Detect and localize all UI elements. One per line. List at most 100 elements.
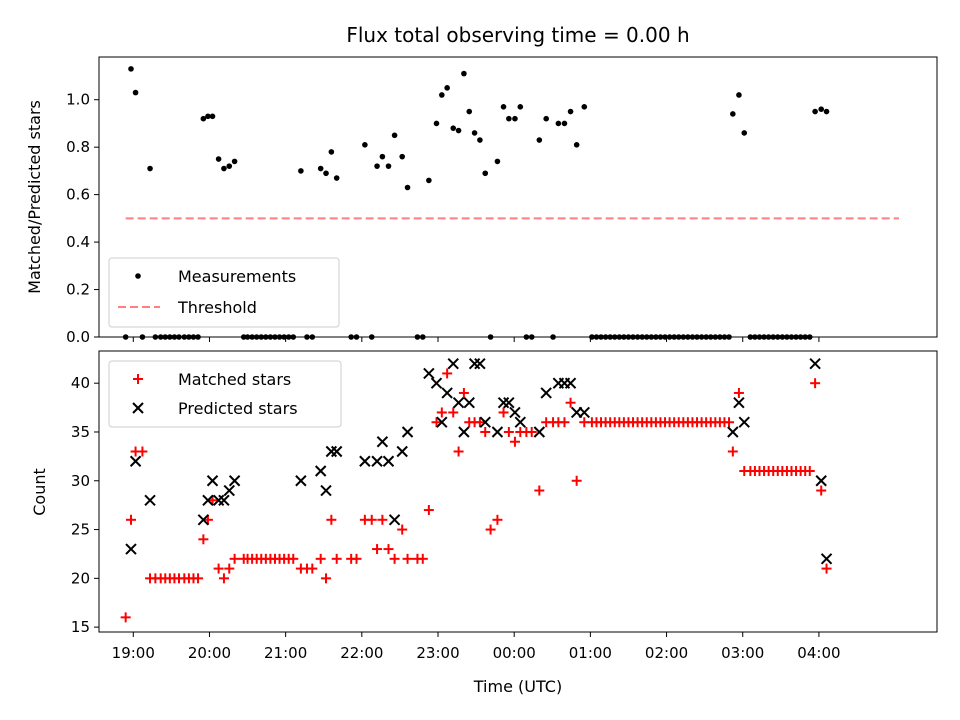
measurement-point [128,66,134,72]
measurement-point [555,120,562,127]
measurement-point [494,158,501,165]
measurement-point [517,104,524,110]
measurement-point [536,137,543,143]
measurement-point [209,113,216,120]
matched-point [389,553,400,564]
matched-point [534,485,545,496]
predicted-point [479,416,491,428]
x-axis-label: Time (UTC) [473,677,562,696]
measurement-point [506,115,512,122]
matched-point [458,387,469,398]
matched-point [288,553,299,564]
bottom-y-tick-label: 40 [71,374,90,392]
measurement-point [215,156,222,162]
matched-point [453,446,464,457]
top-panel: 0.0 0.2 0.4 0.6 0.8 1.0 Matched/Predicted sta… [25,56,938,346]
measurement-point [471,130,478,136]
legend-matched-marker [133,374,143,384]
matched-point [431,417,442,428]
predicted-point [727,426,739,438]
top-plot-area [122,66,899,340]
matched-point [474,417,485,428]
bottom-y-axis: 15 20 25 30 35 40 [71,374,99,636]
predicted-point [815,475,827,487]
measurement-point [477,137,483,143]
measurement-point [823,108,830,115]
matched-point [804,466,815,477]
legend-predicted-marker [132,402,144,414]
measurement-point [385,163,392,169]
top-y-tick-label: 0.0 [66,328,90,346]
matched-point [366,514,377,525]
top-y-tick-label: 0.8 [66,138,90,156]
predicted-point [202,494,214,506]
predicted-point [436,416,448,428]
measurement-point [444,85,450,91]
matched-point [492,514,503,525]
legend-matched-label: Matched stars [178,370,291,389]
predicted-point [452,397,465,409]
x-tick-label: 02:00 [645,644,688,662]
predicted-point [809,357,821,370]
bottom-legend: Matched stars Predicted stars [108,360,342,428]
chart-title: Flux total observing time = 0.00 h [346,23,689,47]
measurement-point [374,163,380,169]
predicted-point [325,445,338,458]
predicted-point [206,475,219,487]
matched-point [498,407,509,418]
matched-point [810,378,821,389]
measurement-point [500,104,507,110]
predicted-point [401,426,414,438]
predicted-point [533,426,546,438]
measurement-point [404,184,411,191]
top-legend-box [108,257,340,328]
predicted-point [514,416,526,428]
top-legend: Measurements Threshold [108,257,340,328]
matched-point [417,553,428,564]
predicted-point [376,436,389,448]
legend-measurements-marker [135,273,141,279]
matched-point [727,446,738,457]
matched-point [137,446,148,457]
top-y-axis: 0.0 0.2 0.4 0.6 0.8 1.0 [66,91,99,346]
measurement-point [426,177,432,184]
predicted-point [491,426,504,438]
measurement-point [512,115,518,122]
matched-point [423,505,434,516]
top-axes-frame [98,56,938,338]
matched-point [816,485,827,496]
matched-point [397,524,408,535]
matched-point [503,426,514,437]
top-x-axis-ticks [132,337,820,342]
measurement-point [736,92,742,98]
matched-point [218,573,229,584]
bottom-y-tick-label: 30 [71,472,90,490]
measurement-point [391,132,398,139]
predicted-point [125,543,137,555]
measurement-point [573,141,580,148]
bottom-y-axis-label: Count [30,468,49,516]
predicted-point [223,484,235,497]
measurement-point [323,170,329,177]
matched-point [315,553,326,564]
matched-point [509,436,520,447]
x-tick-label: 00:00 [493,644,536,662]
matched-point [326,514,337,525]
legend-predicted-label: Predicted stars [178,399,298,418]
top-y-tick-label: 1.0 [66,91,90,109]
measurement-point [818,106,825,113]
matched-point [559,417,570,428]
predicted-point [371,455,383,467]
predicted-point [228,475,241,487]
matched-point [213,563,224,574]
measurement-point [226,163,233,169]
predicted-point [509,406,521,419]
matched-point [448,407,459,418]
matched-point [436,407,447,418]
matched-point [733,387,744,398]
predicted-point [218,494,230,506]
predicted-point [314,465,327,477]
matched-point [125,514,136,525]
predicted-point [330,445,343,458]
